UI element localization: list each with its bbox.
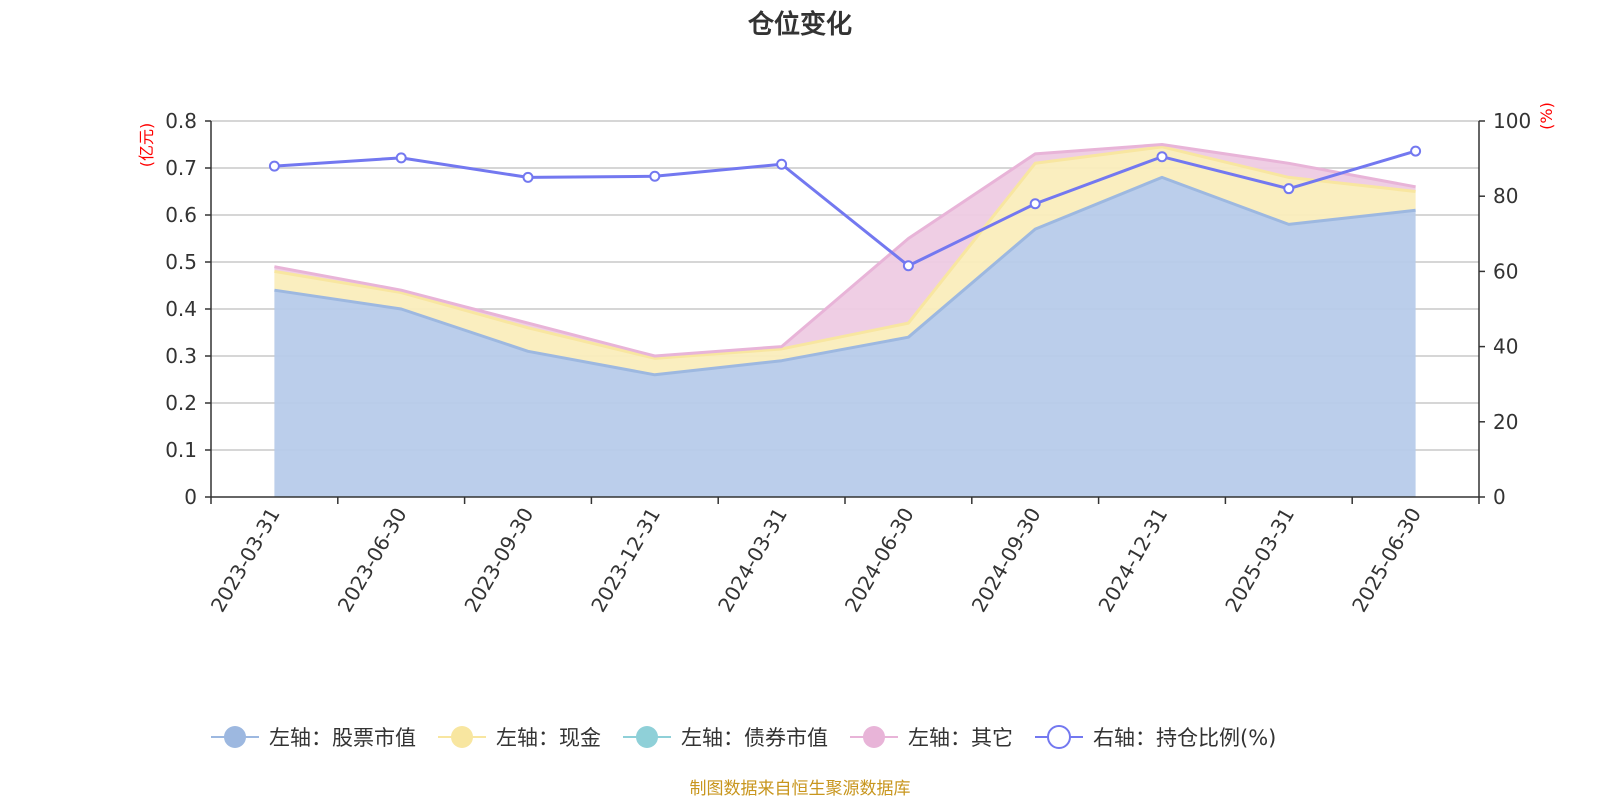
left-axis-tick-label: 0.7 <box>165 156 197 180</box>
left-axis-tick-label: 0.5 <box>165 250 197 274</box>
legend-item[interactable]: 左轴：其它 <box>850 726 1013 750</box>
x-axis-tick-label: 2025-03-31 <box>1220 504 1299 617</box>
area-fill <box>274 177 1416 497</box>
left-axis-tick-label: 0.1 <box>165 438 197 462</box>
legend: 左轴：股票市值 左轴：现金 左轴：债券市值 左轴：其它 右轴：持仓比例(%) <box>211 725 1276 750</box>
legend-marker <box>1047 725 1071 749</box>
area-edge-line <box>274 175 1416 377</box>
ratio-point <box>776 158 788 170</box>
x-axis-tick-label: 2024-09-30 <box>967 504 1046 617</box>
legend-item[interactable]: 右轴：持仓比例(%) <box>1035 725 1276 750</box>
area-series <box>274 143 1416 497</box>
ratio-point <box>1283 183 1295 195</box>
x-axis-tick-label: 2023-06-30 <box>333 504 412 617</box>
legend-item[interactable]: 左轴：股票市值 <box>211 726 416 750</box>
legend-label: 左轴：股票市值 <box>269 726 416 750</box>
ratio-point <box>902 260 914 272</box>
legend-marker <box>636 726 658 748</box>
area-edge-line <box>274 145 1416 360</box>
left-axis-tick-label: 0.6 <box>165 203 197 227</box>
ratio-point <box>1029 198 1041 210</box>
right-axis-tick-label: 80 <box>1493 184 1518 208</box>
legend-marker <box>224 726 246 748</box>
legend-label: 右轴：持仓比例(%) <box>1093 726 1276 750</box>
x-axis-tick-label: 2023-03-31 <box>206 504 285 617</box>
legend-marker <box>863 726 885 748</box>
left-axis-unit: (亿元) <box>137 123 156 168</box>
legend-label: 左轴：债券市值 <box>681 726 828 750</box>
ratio-point <box>268 160 280 172</box>
legend-label: 左轴：现金 <box>496 726 601 750</box>
left-axis-tick-label: 0.3 <box>165 344 197 368</box>
data-source-note: 制图数据来自恒生聚源数据库 <box>690 779 911 799</box>
ratio-point <box>649 170 661 182</box>
right-axis-tick-label: 60 <box>1493 259 1518 283</box>
x-axis-tick-label: 2024-03-31 <box>713 504 792 617</box>
legend-marker <box>451 726 473 748</box>
right-axis-unit: (%) <box>1537 102 1556 130</box>
legend-item[interactable]: 左轴：债券市值 <box>623 726 828 750</box>
left-axis-tick-label: 0.4 <box>165 297 197 321</box>
ratio-point <box>1410 145 1422 157</box>
ratio-point <box>395 152 407 164</box>
line-series <box>268 145 1422 272</box>
left-axis-tick-label: 0.2 <box>165 391 197 415</box>
x-axis-tick-label: 2025-06-30 <box>1347 504 1426 617</box>
ratio-point <box>1156 151 1168 163</box>
x-axis-tick-label: 2024-12-31 <box>1093 504 1172 617</box>
chart-title: 仓位变化 <box>747 9 852 40</box>
ratio-line <box>274 149 1417 268</box>
left-axis-tick-label: 0 <box>184 485 197 509</box>
right-axis-tick-label: 0 <box>1493 485 1506 509</box>
right-axis-tick-label: 40 <box>1493 335 1518 359</box>
x-axis-tick-label: 2024-06-30 <box>840 504 919 617</box>
legend-label: 左轴：其它 <box>908 726 1013 750</box>
legend-item[interactable]: 左轴：现金 <box>438 726 601 750</box>
area-edge-line <box>274 143 1416 358</box>
right-axis-tick-label: 100 <box>1493 109 1531 133</box>
left-axis-tick-label: 0.8 <box>165 109 197 133</box>
x-axis-tick-label: 2023-09-30 <box>459 504 538 617</box>
ratio-point <box>522 171 534 183</box>
right-axis-tick-label: 20 <box>1493 410 1518 434</box>
x-axis-tick-label: 2023-12-31 <box>586 504 665 617</box>
